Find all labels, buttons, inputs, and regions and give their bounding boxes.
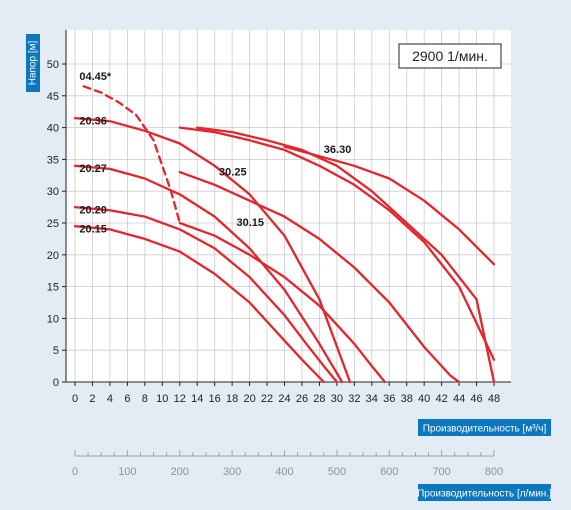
x-tick-label: 30 — [331, 393, 343, 405]
series-label: 36.30 — [324, 144, 352, 156]
xlabel: Производительность [м³/ч] — [423, 424, 547, 435]
series-line-36.30 — [178, 126, 496, 361]
series-label: 30.25 — [219, 166, 247, 178]
x2-tick-label: 700 — [432, 466, 450, 478]
y-tick-label: 40 — [47, 123, 59, 135]
x-tick-label: 46 — [470, 393, 482, 405]
x-tick-label: 4 — [107, 393, 113, 405]
y-tick-label: 50 — [47, 59, 59, 71]
series-label: 30.15 — [236, 217, 264, 229]
y-tick-label: 35 — [47, 154, 59, 166]
y-tick-label: 25 — [47, 218, 59, 230]
x2-tick-label: 100 — [118, 466, 136, 478]
y-tick-label: 30 — [47, 186, 59, 198]
x2-tick-label: 500 — [328, 466, 346, 478]
x-tick-label: 8 — [142, 393, 148, 405]
x-tick-label: 2 — [89, 393, 95, 405]
series-line — [196, 126, 496, 384]
x-tick-label: 40 — [418, 393, 430, 405]
series-label: 20.20 — [79, 204, 107, 216]
series-label: 04.45* — [79, 71, 112, 83]
y-tick-label: 0 — [53, 377, 59, 389]
x-tick-label: 44 — [453, 393, 465, 405]
x-tick-label: 20 — [243, 393, 255, 405]
x-tick-label: 24 — [278, 393, 290, 405]
x2-tick-label: 0 — [72, 466, 78, 478]
x-tick-label: 22 — [261, 393, 273, 405]
x-tick-label: 18 — [226, 393, 238, 405]
x2label: Производительность [л/мин.] — [417, 489, 552, 500]
x-tick-label: 38 — [401, 393, 413, 405]
y-tick-label: 10 — [47, 313, 59, 325]
x2-tick-label: 300 — [223, 466, 241, 478]
x-tick-label: 48 — [488, 393, 500, 405]
y-tick-label: 20 — [47, 250, 59, 262]
x-tick-label: 6 — [124, 393, 130, 405]
series-line-04.45* — [82, 85, 181, 225]
x-tick-label: 12 — [174, 393, 186, 405]
y-tick-label: 15 — [47, 282, 59, 294]
y-tick-label: 5 — [53, 345, 59, 357]
x-tick-label: 0 — [72, 393, 78, 405]
series-line-30.25 — [178, 170, 461, 384]
series-line-20.20 — [73, 205, 339, 384]
x-tick-label: 28 — [313, 393, 325, 405]
x-tick-label: 14 — [191, 393, 203, 405]
x-tick-label: 42 — [436, 393, 448, 405]
series-line-30.15 — [178, 221, 387, 384]
series-line-20.36 — [73, 116, 352, 384]
series-label: 20.36 — [79, 115, 107, 127]
xlabel-box — [418, 419, 551, 436]
x2-tick-label: 800 — [485, 466, 503, 478]
series-line-20.27 — [73, 164, 344, 384]
series-label: 20.15 — [79, 224, 107, 236]
x2label-box — [418, 484, 551, 501]
speed-box — [398, 43, 502, 69]
plot-area — [66, 30, 511, 382]
series-line — [283, 145, 496, 266]
x-tick-label: 10 — [156, 393, 168, 405]
y-tick-label: 45 — [47, 91, 59, 103]
x-tick-label: 32 — [348, 393, 360, 405]
speed-label: 2900 1/мин. — [412, 48, 488, 64]
x2-tick-label: 400 — [275, 466, 293, 478]
ylabel-box — [26, 34, 40, 92]
x2-tick-label: 600 — [380, 466, 398, 478]
ylabel: Напор [м] — [28, 41, 39, 86]
x-tick-label: 36 — [383, 393, 395, 405]
x-tick-label: 34 — [366, 393, 378, 405]
series-label: 20.27 — [79, 163, 107, 175]
x2-tick-label: 200 — [171, 466, 189, 478]
x-tick-label: 26 — [296, 393, 308, 405]
x-tick-label: 16 — [209, 393, 221, 405]
series-line-20.15 — [73, 225, 325, 384]
